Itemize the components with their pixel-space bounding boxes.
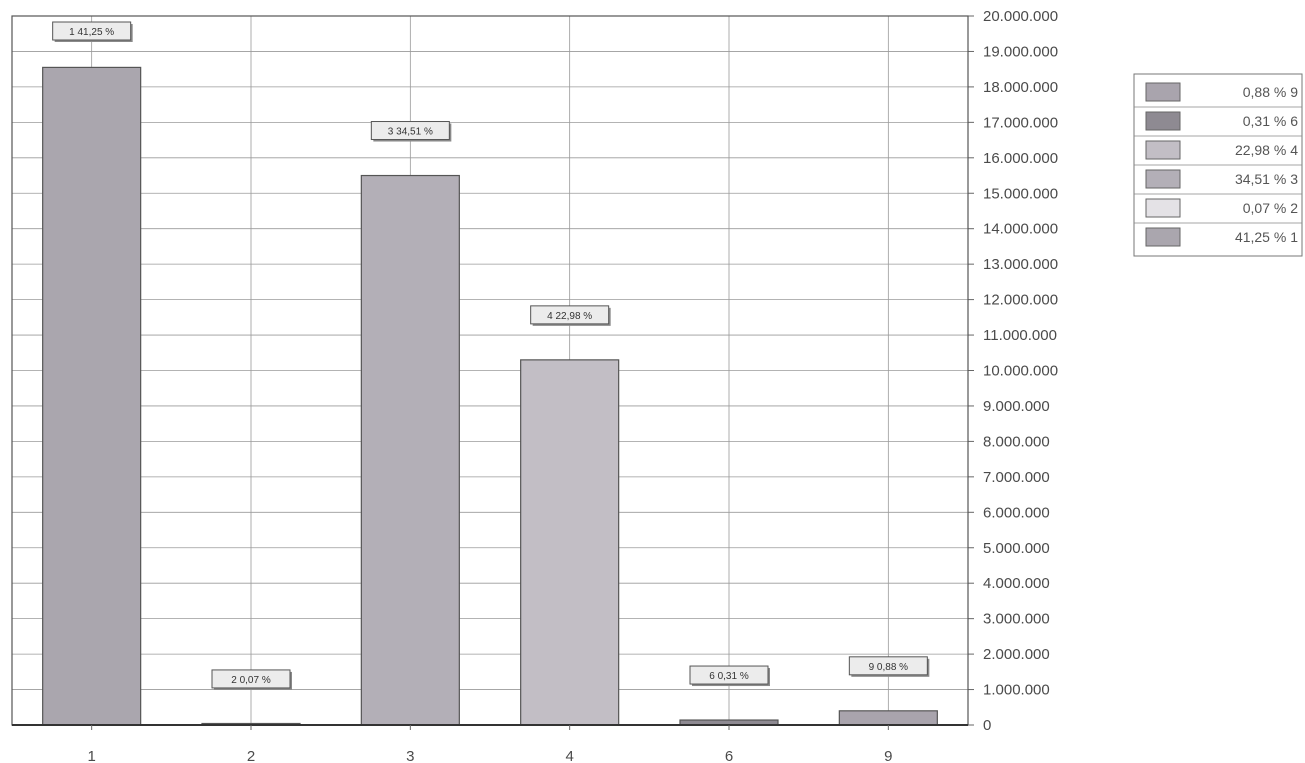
- y-tick-label: 4.000.000: [983, 575, 1050, 592]
- x-tick-label: 9: [884, 748, 892, 763]
- legend-label: 22,98 % 4: [1235, 142, 1298, 158]
- bar-3: [360, 174, 460, 726]
- data-label-box: [211, 669, 291, 689]
- y-tick-label: 13.000.000: [983, 256, 1058, 273]
- y-tick-label: 7.000.000: [983, 469, 1050, 486]
- legend-swatch: [1145, 111, 1181, 131]
- axes: [11, 15, 974, 730]
- data-label: 1 41,25 %: [52, 21, 133, 42]
- data-label-box: [848, 656, 928, 676]
- data-label: 6 0,31 %: [689, 665, 770, 687]
- x-tick-label: 2: [247, 748, 255, 763]
- data-label: 3 34,51 %: [370, 121, 452, 142]
- y-tick-label: 15.000.000: [983, 185, 1058, 202]
- y-tick-label: 8.000.000: [983, 433, 1050, 450]
- x-tick-label: 3: [406, 748, 414, 763]
- legend-swatch: [1145, 198, 1181, 218]
- y-tick-label: 11.000.000: [983, 327, 1057, 344]
- y-tick-label: 2.000.000: [983, 646, 1050, 663]
- x-axis-tick-labels: 1 2 3 4 6 9: [87, 748, 892, 763]
- bar-9: [838, 710, 938, 726]
- legend-entry: 34,51 % 3: [1134, 164, 1302, 189]
- y-tick-label: 10.000.000: [983, 363, 1058, 380]
- data-label-box: [370, 121, 450, 141]
- legend-label: 0,88 % 9: [1243, 84, 1298, 100]
- data-label-box: [530, 305, 610, 325]
- legend-label: 0,07 % 2: [1243, 200, 1298, 216]
- data-label-text: 3 34,51 %: [388, 127, 433, 138]
- y-tick-label: 16.000.000: [983, 150, 1058, 167]
- legend-swatch: [1145, 82, 1181, 102]
- legend-entry: 22,98 % 4: [1134, 135, 1302, 160]
- legend-swatch: [1145, 140, 1181, 160]
- legend-label: 41,25 % 1: [1235, 229, 1298, 245]
- data-label-text: 4 22,98 %: [547, 311, 592, 322]
- data-label: 9 0,88 %: [848, 656, 930, 677]
- data-labels: 1 41,25 % 2 0,07 % 3 34,51 % 4 22,98 % 6 0,3…: [52, 21, 930, 690]
- y-tick-label: 1.000.000: [983, 682, 1050, 699]
- data-label-box: [52, 21, 132, 41]
- y-tick-label: 12.000.000: [983, 292, 1058, 309]
- y-tick-label: 6.000.000: [983, 504, 1050, 521]
- data-label: 4 22,98 %: [530, 305, 611, 326]
- y-tick-label: 3.000.000: [983, 611, 1050, 628]
- data-label-text: 6 0,31 %: [709, 671, 749, 682]
- bar-4: [520, 359, 620, 726]
- y-tick-label: 0: [983, 717, 991, 734]
- data-label-text: 1 41,25 %: [69, 27, 114, 38]
- y-tick-label: 20.000.000: [983, 8, 1058, 25]
- x-tick-label: 4: [565, 748, 573, 763]
- y-axis-tick-labels: 0 1.000.000 2.000.000 3.000.000 4.000.000 5.0…: [983, 8, 1058, 734]
- legend-entry: 0,88 % 9: [1145, 82, 1298, 102]
- y-tick-label: 14.000.000: [983, 221, 1058, 238]
- legend-swatch: [1145, 227, 1181, 247]
- data-label-box: [689, 665, 769, 685]
- bars: [42, 66, 938, 726]
- x-tick-label: 6: [725, 748, 733, 763]
- legend-label: 0,31 % 6: [1243, 113, 1298, 129]
- data-label-text: 9 0,88 %: [869, 662, 909, 673]
- y-tick-label: 19.000.000: [983, 43, 1058, 60]
- y-tick-label: 18.000.000: [983, 79, 1058, 96]
- y-tick-label: 17.000.000: [983, 114, 1058, 131]
- y-tick-label: 5.000.000: [983, 540, 1050, 557]
- bar-1: [42, 66, 142, 726]
- legend-swatch: [1145, 169, 1181, 189]
- legend: 0,88 % 9 0,31 % 6 22,98 % 4 34,51 % 3 0,07 %…: [1133, 73, 1303, 257]
- y-tick-label: 9.000.000: [983, 398, 1050, 415]
- x-tick-label: 1: [87, 748, 95, 763]
- data-label-text: 2 0,07 %: [231, 675, 271, 686]
- legend-entry: 0,31 % 6: [1134, 106, 1302, 131]
- legend-entry: 0,07 % 2: [1134, 193, 1302, 218]
- legend-label: 34,51 % 3: [1235, 171, 1298, 187]
- data-label: 2 0,07 %: [211, 669, 292, 690]
- legend-entry: 41,25 % 1: [1134, 222, 1302, 247]
- grid-lines: [12, 15, 968, 726]
